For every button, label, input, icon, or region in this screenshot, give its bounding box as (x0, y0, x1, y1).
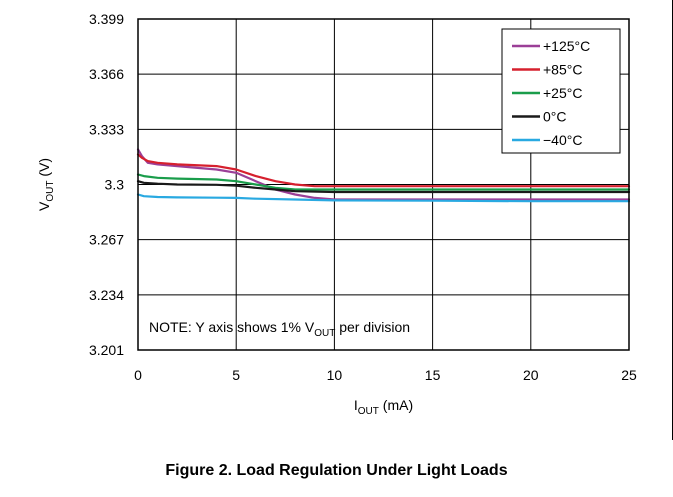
series-line (136, 193, 631, 203)
x-axis-title-main: I (354, 397, 358, 413)
x-axis-title: IOUT (mA) (354, 397, 413, 417)
y-tick-label: 3.267 (89, 232, 124, 248)
x-axis-title-unit: (mA) (379, 397, 413, 413)
y-tick-label: 3.366 (89, 66, 124, 82)
x-tick-label: 20 (523, 367, 539, 383)
note-suffix: per division (335, 319, 410, 335)
series-line (136, 180, 631, 194)
y-tick-label: 3.3 (105, 177, 125, 193)
legend-label: +125°C (543, 38, 590, 54)
note-subscript: OUT (314, 328, 335, 339)
y-axis-title-main: V (36, 201, 52, 211)
legend-box (501, 28, 621, 154)
x-tick-label: 25 (621, 367, 637, 383)
y-tick-label: 3.333 (89, 121, 124, 137)
x-tick-label: 15 (425, 367, 441, 383)
legend-label: +25°C (543, 85, 582, 101)
y-tick-label: 3.234 (89, 287, 124, 303)
y-tick-label: 3.201 (89, 342, 124, 358)
series-line (136, 153, 631, 188)
note-prefix: NOTE: Y axis shows 1% V (149, 319, 315, 335)
note-annotation: NOTE: Y axis shows 1% VOUT per division (149, 319, 410, 339)
x-tick-label: 5 (232, 367, 240, 383)
legend: +125°C +85°C +25°C 0°C −40°C (501, 28, 621, 154)
plot-area-frame (137, 18, 630, 351)
x-axis-title-subscript: OUT (358, 406, 379, 417)
legend-label: −40°C (543, 132, 582, 148)
y-axis-title: VOUT (V) (36, 158, 56, 211)
series-lines (136, 148, 631, 203)
figure-caption: Figure 2. Load Regulation Under Light Lo… (165, 462, 508, 479)
series-line (136, 148, 631, 201)
legend-label: 0°C (543, 109, 567, 125)
y-axis-title-subscript: OUT (45, 181, 56, 202)
y-tick-labels: 3.201 3.234 3.267 3.3 3.333 3.366 3.399 (89, 11, 124, 358)
x-tick-labels: 0 5 10 15 20 25 (134, 367, 637, 383)
load-regulation-chart: 0 5 10 15 20 25 3.2013.2343.2673.33.3333.3663… (36, 11, 637, 417)
y-axis-title-unit: (V) (36, 158, 52, 181)
series-line (136, 173, 631, 191)
y-tick-label: 3.399 (89, 11, 124, 27)
legend-label: +85°C (543, 62, 582, 78)
x-tick-label: 10 (327, 367, 343, 383)
x-tick-label: 0 (134, 367, 142, 383)
